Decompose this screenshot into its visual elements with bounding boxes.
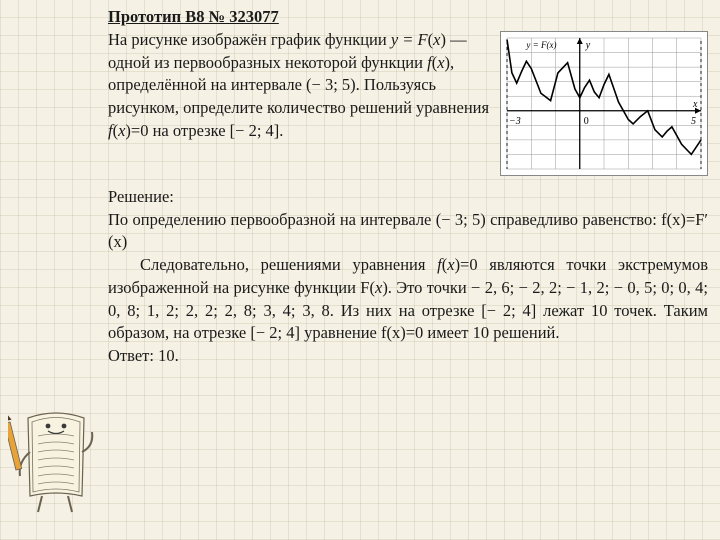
txt: x: [447, 255, 454, 274]
function-chart: −3 0 5 x y y = F(x): [500, 31, 708, 176]
svg-text:5: 5: [691, 116, 696, 127]
svg-text:y: y: [585, 40, 591, 51]
svg-text:−3: −3: [509, 116, 521, 127]
solution-heading: Решение:: [108, 186, 708, 209]
txt: x: [437, 53, 444, 72]
svg-text:x: x: [692, 99, 698, 110]
txt: Следовательно, решениями уравнения: [140, 255, 437, 274]
txt: )=0 на отрезке [− 2; 4].: [125, 121, 283, 140]
solution-body: По определению первообразной на интервал…: [108, 209, 708, 368]
txt: По определению первообразной на интервал…: [108, 210, 708, 252]
txt: На рисунке изображён график функции: [108, 30, 391, 49]
answer: Ответ: 10.: [108, 345, 708, 368]
svg-text:y = F(x): y = F(x): [525, 40, 556, 50]
notebook-mascot: [8, 396, 96, 516]
prototype-title: Прототип B8 № 323077: [108, 6, 708, 29]
txt: y = F: [391, 30, 428, 49]
problem-text: −3 0 5 x y y = F(x) На рисунке изображён граф…: [108, 29, 708, 143]
svg-text:0: 0: [584, 116, 589, 127]
